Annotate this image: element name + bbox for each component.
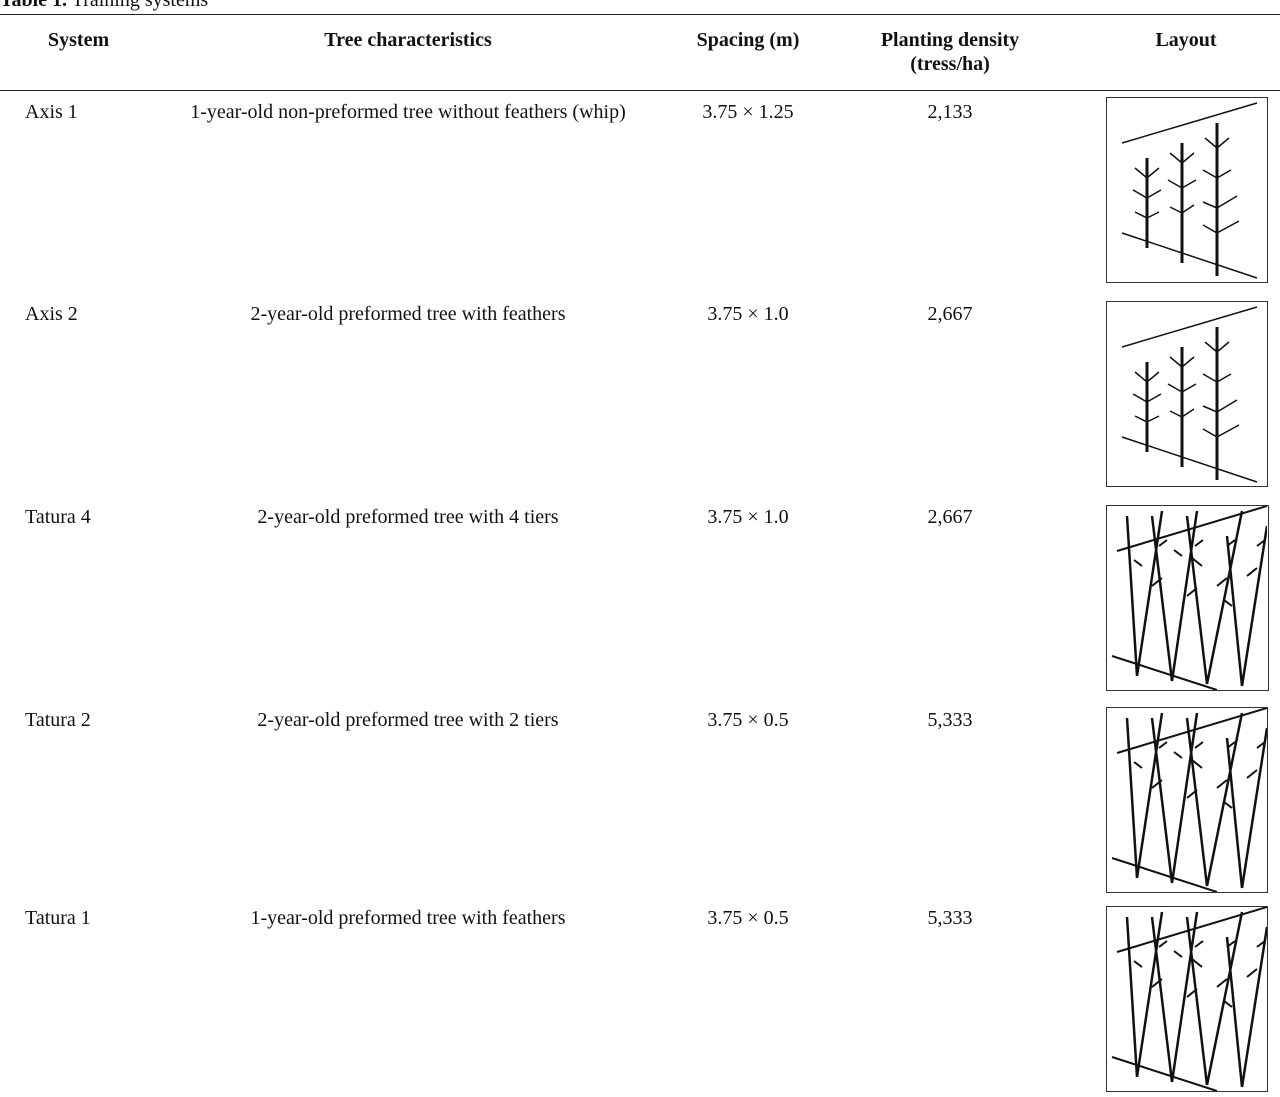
table-cell: Tatura 1: [25, 907, 91, 929]
layout-drawing: [1107, 907, 1267, 1091]
caption-title: Training systems: [71, 0, 209, 11]
table-cell: Tatura 2: [25, 709, 91, 731]
layout-image: [1106, 707, 1268, 893]
header-cell: Tree characteristics: [324, 29, 492, 51]
header-rule: [0, 90, 1280, 91]
table-cell: 2,133: [927, 101, 973, 123]
top-rule: [0, 14, 1280, 15]
table-cell: 1-year-old non-preformed tree without fe…: [190, 101, 626, 123]
table-cell: 3.75 × 1.25: [702, 101, 794, 123]
layout-drawing: [1107, 506, 1267, 690]
layout-drawing: [1107, 98, 1267, 282]
header-cell: Layout: [1155, 29, 1217, 51]
layout-image: [1106, 301, 1268, 487]
table-cell: 2-year-old preformed tree with 4 tiers: [257, 506, 559, 528]
table-cell: 2-year-old preformed tree with 2 tiers: [257, 709, 559, 731]
header-cell: System: [48, 29, 110, 51]
caption-label: Table 1.: [0, 0, 68, 11]
table-cell: 5,333: [927, 709, 973, 731]
table-cell: 5,333: [927, 907, 973, 929]
caption: Table 1. Training systems: [0, 0, 208, 12]
table-cell: 3.75 × 1.0: [707, 506, 789, 528]
layout-image: [1106, 97, 1268, 283]
header-cell: Planting density (tress/ha): [880, 29, 1020, 75]
table-cell: 3.75 × 0.5: [707, 709, 789, 731]
table-cell: 3.75 × 0.5: [707, 907, 789, 929]
layout-drawing: [1107, 302, 1267, 486]
table-cell: Axis 2: [25, 303, 78, 325]
table-cell: 3.75 × 1.0: [707, 303, 789, 325]
layout-drawing: [1107, 708, 1267, 892]
table-cell: Axis 1: [25, 101, 78, 123]
table-cell: 2-year-old preformed tree with feathers: [250, 303, 566, 325]
table-cell: Tatura 4: [25, 506, 91, 528]
layout-image: [1106, 505, 1269, 691]
layout-image: [1106, 906, 1268, 1092]
header-cell: Spacing (m): [696, 29, 800, 51]
table-cell: 2,667: [927, 506, 973, 528]
table-cell: 1-year-old preformed tree with feathers: [250, 907, 566, 929]
table-cell: 2,667: [927, 303, 973, 325]
